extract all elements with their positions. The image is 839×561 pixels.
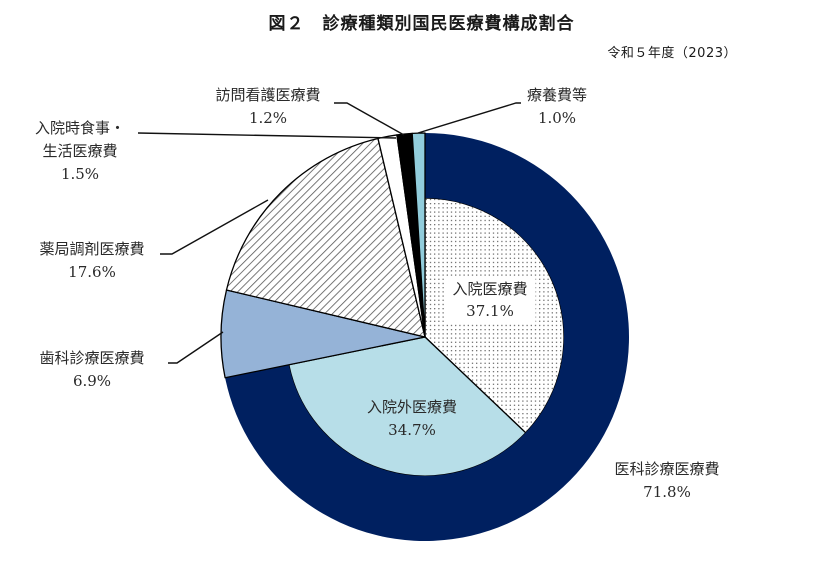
pie-ring-slice-0 <box>225 133 630 542</box>
label-ryouyou: 療養費等 1.0% <box>527 84 587 130</box>
label-yakkyoku: 薬局調剤医療費 17.6% <box>39 238 144 284</box>
leader-line-shokuji <box>137 132 397 139</box>
label-shokuji-pct: 1.5% <box>60 165 100 183</box>
label-ryouyou-name: 療養費等 <box>526 86 588 104</box>
leader-line-yakkyoku <box>160 199 269 255</box>
label-shika: 歯科診療医療費 6.9% <box>39 347 144 393</box>
label-nyuingai-name: 入院外医療費 <box>366 398 458 416</box>
leader-line-ryouyou <box>417 102 521 134</box>
leader-line-shika <box>168 331 224 364</box>
label-shika-name: 歯科診療医療費 <box>39 349 145 367</box>
label-yakkyoku-pct: 17.6% <box>68 263 116 281</box>
label-shokuji-name-2: 生活医療費 <box>42 142 118 160</box>
chart-title: 図２ 診療種類別国民医療費構成割合 <box>268 14 575 34</box>
label-shokuji-name-1: 入院時食事・ <box>34 119 126 137</box>
label-ika-pct: 71.8% <box>643 483 691 501</box>
label-nyuin: 入院医療費 37.1% <box>444 276 536 324</box>
label-nyuingai-pct: 34.7% <box>388 421 436 439</box>
leader-line-houmon <box>334 102 405 136</box>
label-nyuingai: 入院外医療費 34.7% <box>367 396 457 442</box>
label-houmon-pct: 1.2% <box>248 109 288 127</box>
chart-subtitle: 令和５年度（2023） <box>607 46 737 61</box>
label-ika: 医科診療医療費 71.8% <box>614 458 719 504</box>
label-yakkyoku-name: 薬局調剤医療費 <box>39 240 145 258</box>
label-houmon: 訪問看護医療費 1.2% <box>215 84 320 130</box>
label-shokuji: 入院時食事・ 生活医療費 1.5% <box>35 117 125 186</box>
label-ryouyou-pct: 1.0% <box>537 109 577 127</box>
pie-slices <box>220 132 630 542</box>
label-nyuin-name: 入院医療費 <box>452 280 528 298</box>
leader-lines <box>137 102 521 364</box>
label-shika-pct: 6.9% <box>72 372 112 390</box>
label-houmon-name: 訪問看護医療費 <box>215 86 321 104</box>
pie-slice-2 <box>225 137 426 338</box>
label-nyuin-pct: 37.1% <box>466 302 514 320</box>
pie-inner-slice-1 <box>288 336 527 477</box>
label-ika-name: 医科診療医療費 <box>614 460 720 478</box>
